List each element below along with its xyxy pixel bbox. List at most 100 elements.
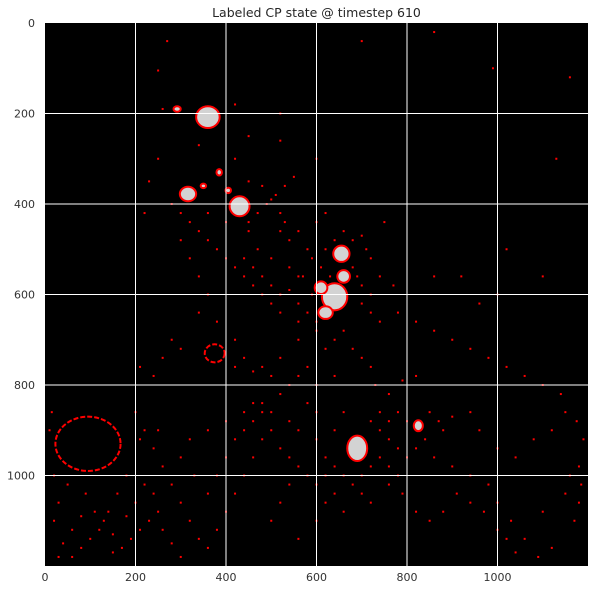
scatter-point — [252, 370, 255, 373]
scatter-point — [279, 230, 282, 233]
scatter-point — [179, 501, 182, 504]
scatter-point — [555, 157, 558, 160]
scatter-point — [580, 483, 583, 486]
scatter-point — [283, 184, 286, 187]
scatter-point — [351, 239, 354, 242]
scatter-point — [360, 40, 363, 43]
scatter-point — [324, 347, 327, 350]
scatter-point — [179, 555, 182, 558]
y-tick-label: 1000 — [7, 470, 35, 483]
scatter-point — [541, 275, 544, 278]
scatter-point — [288, 456, 291, 459]
scatter-point — [514, 551, 517, 554]
cell-blob — [412, 419, 424, 433]
scatter-point — [157, 69, 160, 72]
scatter-point — [252, 284, 255, 287]
scatter-point — [455, 492, 458, 495]
scatter-point — [197, 230, 200, 233]
y-tick-label: 200 — [14, 108, 35, 121]
scatter-point — [215, 320, 218, 323]
scatter-point — [148, 519, 151, 522]
scatter-point — [143, 483, 146, 486]
scatter-point — [179, 212, 182, 215]
scatter-point — [342, 230, 345, 233]
x-tick-label: 0 — [42, 571, 49, 584]
scatter-point — [288, 266, 291, 269]
scatter-point — [292, 175, 295, 178]
scatter-point — [451, 338, 454, 341]
scatter-point — [197, 144, 200, 147]
scatter-point — [170, 483, 173, 486]
scatter-point — [523, 374, 526, 377]
x-tick-label: 800 — [397, 571, 418, 584]
scatter-point — [550, 546, 553, 549]
scatter-point — [469, 347, 472, 350]
cell-blob — [215, 168, 223, 177]
scatter-point — [433, 329, 436, 332]
scatter-point — [433, 31, 436, 34]
scatter-point — [152, 447, 155, 450]
scatter-point — [523, 537, 526, 540]
cell-blob — [346, 434, 369, 463]
scatter-point — [197, 275, 200, 278]
scatter-point — [148, 180, 151, 183]
scatter-point — [575, 420, 578, 423]
scatter-point — [342, 411, 345, 414]
scatter-point — [387, 438, 390, 441]
scatter-point — [514, 456, 517, 459]
scatter-point — [577, 465, 580, 468]
scatter-point — [252, 402, 255, 405]
scatter-point — [351, 347, 354, 350]
x-tick-label: 400 — [216, 571, 237, 584]
x-tick-label: 200 — [125, 571, 146, 584]
scatter-point — [93, 510, 96, 513]
scatter-point — [356, 275, 359, 278]
scatter-point — [564, 492, 567, 495]
scatter-point — [324, 501, 327, 504]
scatter-point — [80, 515, 83, 518]
scatter-point — [57, 555, 60, 558]
scatter-point — [333, 429, 336, 432]
scatter-point — [442, 510, 445, 513]
grid-layer — [45, 23, 588, 566]
scatter-point — [333, 465, 336, 468]
scatter-point — [415, 447, 418, 450]
scatter-point — [451, 415, 454, 418]
y-tick-label: 600 — [14, 289, 35, 302]
scatter-point — [161, 107, 164, 110]
scatter-point — [369, 501, 372, 504]
scatter-point — [261, 365, 264, 368]
y-tick-label: 800 — [14, 379, 35, 392]
scatter-point — [288, 420, 291, 423]
scatter-point — [139, 528, 142, 531]
cell-blob — [172, 105, 182, 113]
scatter-point — [324, 248, 327, 251]
scatter-point — [360, 302, 363, 305]
scatter-point — [161, 528, 164, 531]
scatter-point — [324, 212, 327, 215]
scatter-point — [487, 356, 490, 359]
scatter-point — [157, 157, 160, 160]
scatter-point — [532, 438, 535, 441]
scatter-point — [50, 411, 53, 414]
scatter-point — [261, 438, 264, 441]
cell-blob — [178, 185, 198, 203]
scatter-point — [369, 365, 372, 368]
scatter-point — [252, 420, 255, 423]
scatter-point — [252, 456, 255, 459]
scatter-point — [206, 546, 209, 549]
cell-blob — [320, 282, 349, 312]
scatter-point — [351, 266, 354, 269]
scatter-point — [550, 429, 553, 432]
scatter-point — [57, 501, 60, 504]
scatter-point — [460, 275, 463, 278]
scatter-point — [279, 356, 282, 359]
scatter-point — [383, 221, 386, 224]
scatter-point — [482, 510, 485, 513]
scatter-point — [234, 438, 237, 441]
scatter-point — [243, 356, 246, 359]
y-tick-label: 0 — [28, 17, 35, 30]
scatter-point — [510, 519, 513, 522]
scatter-point — [306, 311, 309, 314]
scatter-point — [333, 492, 336, 495]
